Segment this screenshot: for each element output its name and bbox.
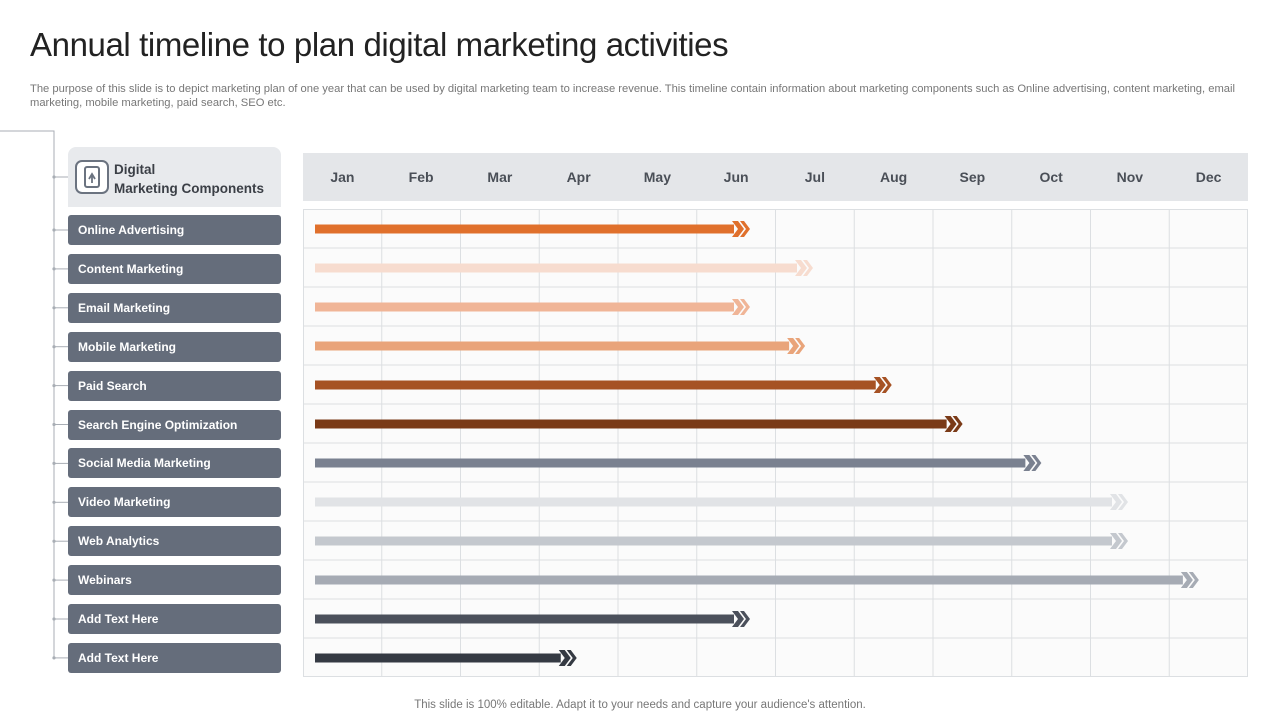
month-label: Sep [959, 169, 986, 185]
header-line-2: Marketing Components [114, 181, 265, 196]
month-label: Jan [330, 169, 355, 185]
timeline-bar [315, 341, 790, 351]
timeline-arrow-head [1023, 455, 1042, 471]
month-label: Aug [880, 169, 908, 185]
components-header-title: Digital Marketing Components [114, 160, 264, 198]
timeline-bar [315, 614, 734, 624]
timeline-bar [315, 458, 1026, 468]
month-label: May [643, 169, 671, 185]
timeline-arrow-head [732, 299, 750, 315]
timeline-arrow-head [1110, 533, 1128, 549]
page-description: The purpose of this slide is to depict m… [30, 83, 1235, 109]
month-label: Dec [1195, 169, 1222, 185]
month-label: Jul [804, 169, 825, 185]
row-label: Add Text Here [68, 642, 281, 673]
month-label: Oct [1039, 169, 1063, 185]
timeline-bar [315, 419, 947, 429]
row-label: Add Text Here [68, 604, 281, 634]
timeline-bar [315, 380, 876, 390]
page-title: Annual timeline to plan digital marketin… [30, 26, 729, 63]
row-label: Social Media Marketing [68, 448, 281, 479]
row-label: Web Analytics [68, 526, 281, 557]
timeline-arrow-head [873, 377, 892, 393]
footer-note: This slide is 100% editable. Adapt it to… [414, 699, 866, 711]
header-line-1: Digital [114, 162, 156, 177]
row-label: Paid Search [68, 370, 281, 401]
month-label: Nov [1116, 169, 1144, 185]
row-label: Mobile Marketing [68, 331, 281, 362]
timeline-arrow-head [558, 650, 577, 666]
timeline-arrow-head [787, 338, 806, 354]
components-header: Digital Marketing Components [68, 147, 281, 207]
timeline-arrow-head [795, 260, 813, 276]
row-label: Online Advertising [68, 215, 281, 245]
month-label: Jun [723, 169, 749, 185]
timeline-arrow-head [732, 221, 750, 237]
month-header: Jan Feb Mar Apr May Jun Jul Aug Sep Oct Nov Dec [303, 153, 1248, 201]
row-label: Video Marketing [68, 487, 281, 518]
timeline-bar [315, 653, 561, 663]
row-label: Search Engine Optimization [68, 409, 281, 440]
month-label: Mar [487, 169, 513, 185]
gantt-chart [303, 209, 1248, 677]
mobile-marketing-icon [75, 160, 109, 194]
connector-lines [0, 130, 68, 660]
timeline-bar [315, 263, 797, 273]
timeline-bar [315, 302, 734, 312]
row-label: Email Marketing [68, 292, 281, 323]
timeline-bar [315, 536, 1112, 546]
timeline-arrow-head [944, 416, 963, 432]
timeline-bar [315, 575, 1183, 585]
row-label: Webinars [68, 565, 281, 596]
timeline-arrow-head [1180, 572, 1199, 588]
timeline-bar [315, 224, 734, 234]
timeline-arrow-head [1110, 494, 1128, 510]
timeline-arrow-head [732, 611, 750, 627]
timeline-bar [315, 497, 1112, 507]
month-label: Apr [566, 169, 591, 185]
month-label: Feb [408, 169, 434, 185]
row-label: Content Marketing [68, 253, 281, 284]
